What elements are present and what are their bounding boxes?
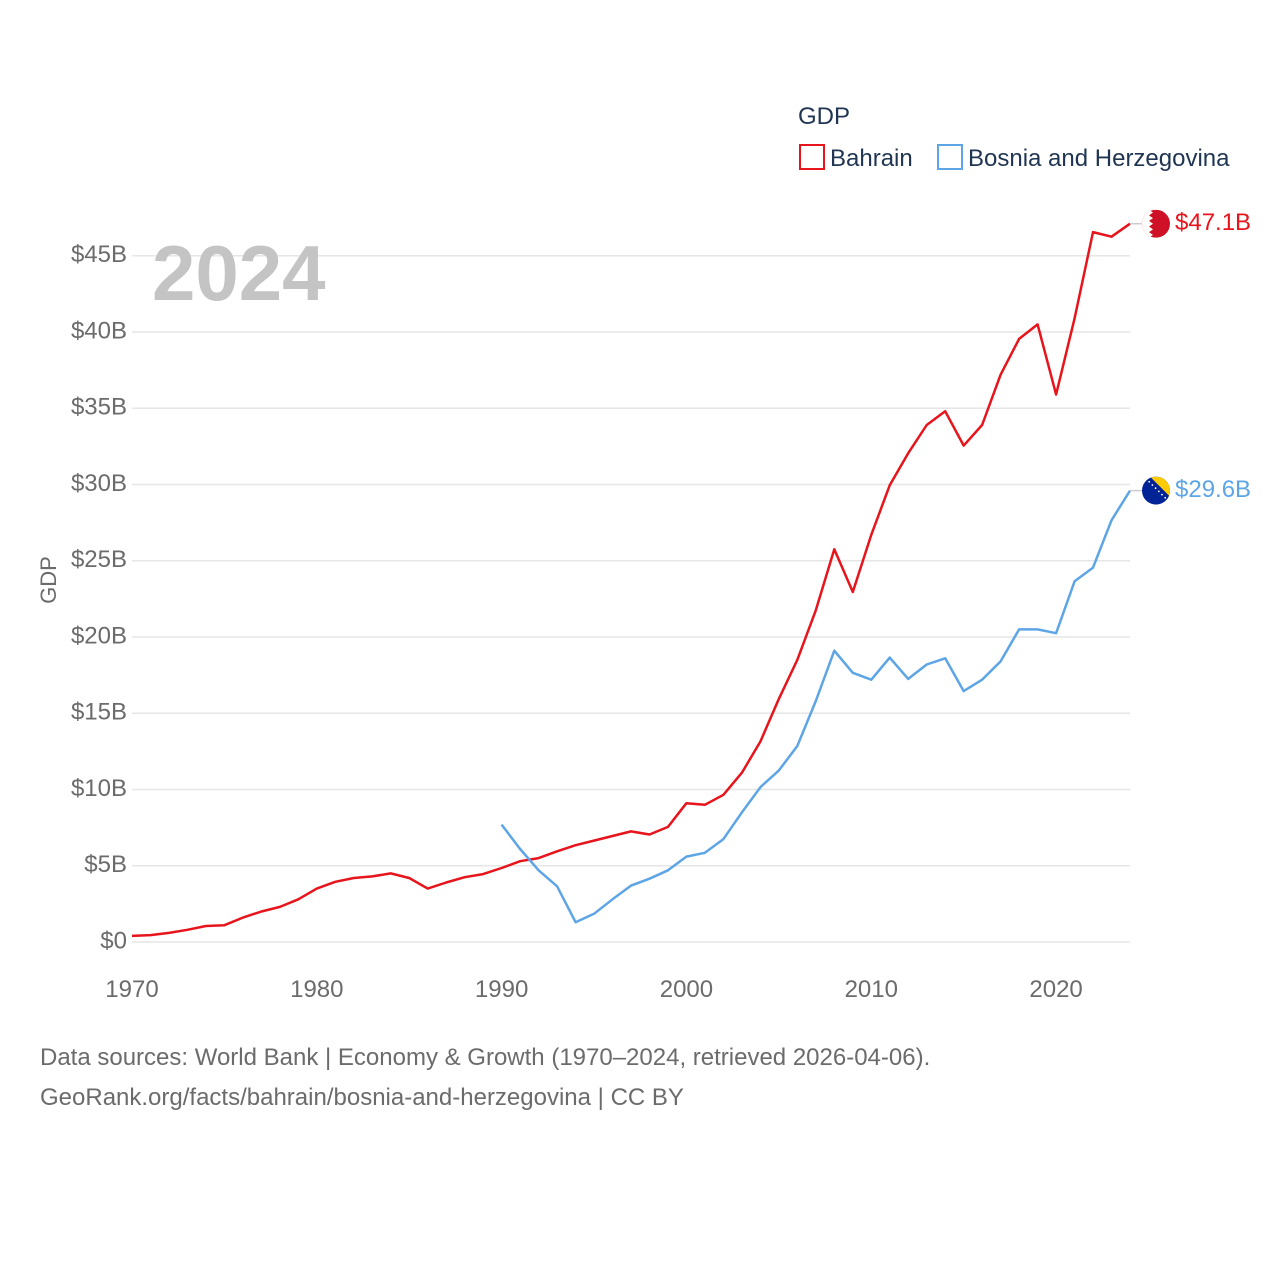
y-tick-label: $20B	[71, 622, 127, 649]
legend-title: GDP	[798, 103, 850, 130]
end-value-label: $47.1B	[1175, 209, 1251, 236]
x-tick-label: 2010	[845, 976, 898, 1003]
series-end-markers: $47.1B $29.6B	[1130, 209, 1251, 505]
series-line-bahrain[interactable]	[131, 222, 1131, 938]
y-axis-ticks: $0 $5B $10B $15B $20B $25B $30B $35B $40B $45B	[71, 241, 127, 954]
y-tick-label: $45B	[71, 241, 127, 268]
source-line-1: Data sources: World Bank | Economy & Gro…	[40, 1044, 931, 1071]
y-axis-title: GDP	[36, 556, 61, 604]
legend-swatch-bosnia[interactable]	[937, 144, 963, 170]
x-tick-label: 2000	[660, 976, 713, 1003]
y-tick-label: $0	[100, 927, 127, 954]
y-tick-label: $15B	[71, 699, 127, 726]
y-tick-label: $40B	[71, 317, 127, 344]
x-tick-label: 1970	[105, 976, 158, 1003]
y-tick-label: $35B	[71, 394, 127, 421]
legend-label-bosnia[interactable]: Bosnia and Herzegovina	[968, 145, 1230, 172]
y-tick-label: $30B	[71, 470, 127, 497]
legend: GDP Bahrain Bosnia and Herzegovina	[798, 103, 1230, 172]
x-tick-label: 1980	[290, 976, 343, 1003]
series-lines	[131, 222, 1132, 938]
gridlines	[132, 255, 1130, 943]
y-tick-label: $5B	[84, 851, 127, 878]
x-tick-label: 2020	[1029, 976, 1082, 1003]
legend-swatch-bahrain[interactable]	[799, 144, 825, 170]
source-line-2: GeoRank.org/facts/bahrain/bosnia-and-her…	[40, 1084, 684, 1111]
x-axis-ticks: 1970 1980 1990 2000 2010 2020	[105, 976, 1082, 1003]
series-line-bosnia[interactable]	[500, 489, 1132, 924]
end-value-label: $29.6B	[1175, 476, 1251, 503]
y-tick-label: $10B	[71, 775, 127, 802]
bosnia-flag-icon	[1142, 476, 1170, 505]
year-label: 2024	[152, 229, 326, 317]
y-tick-label: $25B	[71, 546, 127, 573]
bahrain-flag-icon	[1142, 209, 1170, 238]
legend-label-bahrain[interactable]: Bahrain	[830, 145, 913, 172]
x-tick-label: 1990	[475, 976, 528, 1003]
